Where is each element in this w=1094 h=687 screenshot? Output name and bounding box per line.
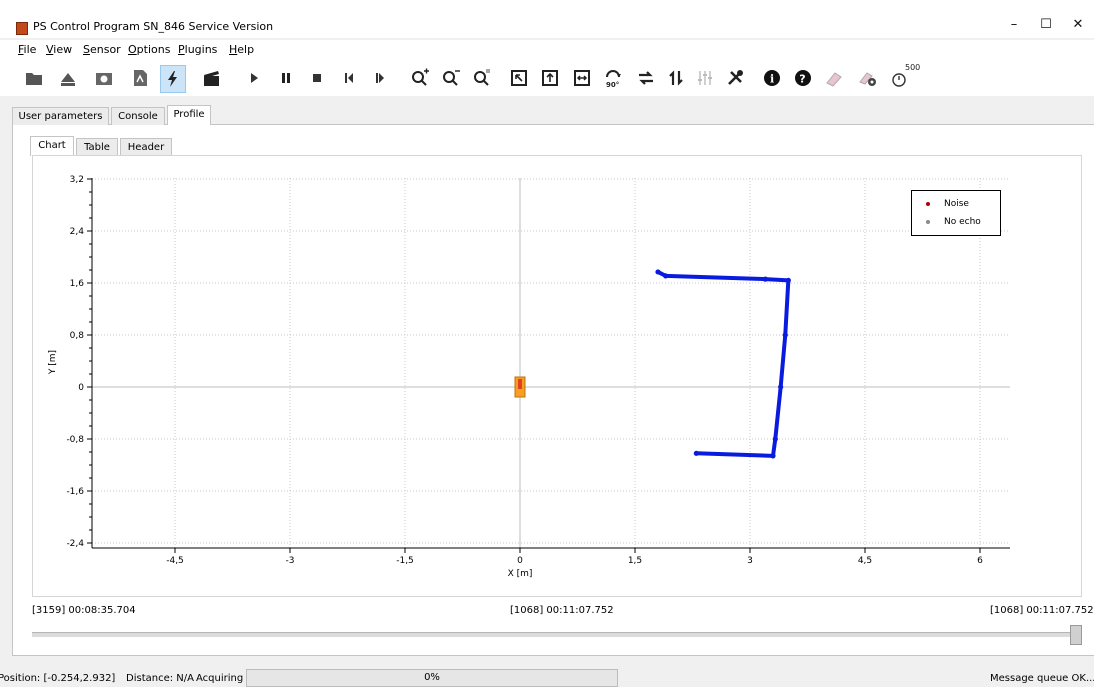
status-distance: Distance: N/A bbox=[126, 673, 194, 684]
fit-top-icon[interactable] bbox=[538, 66, 562, 90]
clapperboard-icon[interactable] bbox=[199, 66, 223, 90]
tab-profile[interactable]: Profile bbox=[167, 105, 211, 125]
timeline-slider[interactable] bbox=[32, 632, 1072, 637]
lightning-icon[interactable] bbox=[160, 65, 186, 93]
menu-file[interactable]: File bbox=[18, 43, 37, 56]
svg-text:i: i bbox=[770, 73, 774, 86]
app-icon bbox=[16, 22, 28, 35]
maximize-button[interactable]: ☐ bbox=[1040, 17, 1052, 32]
menu-bar: File View Sensor Options Plugins Help bbox=[0, 40, 1094, 58]
equalizer-icon[interactable] bbox=[693, 66, 717, 90]
no-echo-swatch bbox=[926, 220, 930, 224]
timer-label: 500 bbox=[905, 63, 921, 72]
zoom-out-icon[interactable] bbox=[439, 66, 463, 90]
swap-horizontal-icon[interactable] bbox=[634, 66, 658, 90]
fit-width-icon[interactable] bbox=[570, 66, 594, 90]
info-icon[interactable]: i bbox=[760, 66, 784, 90]
swap-vertical-icon[interactable] bbox=[664, 66, 688, 90]
noise-swatch bbox=[926, 202, 930, 206]
help-icon[interactable]: ? bbox=[791, 66, 815, 90]
svg-text:90°: 90° bbox=[606, 81, 619, 88]
timeline-end-label: [1068] 00:11:07.752 bbox=[990, 605, 1094, 616]
fit-corner-icon[interactable] bbox=[507, 66, 531, 90]
timeline-start-label: [3159] 00:08:35.704 bbox=[32, 605, 136, 616]
window-title: PS Control Program SN_846 Service Versio… bbox=[33, 20, 274, 33]
menu-sensor[interactable]: Sensor bbox=[83, 43, 121, 56]
eject-icon[interactable] bbox=[56, 66, 80, 90]
status-state: Acquiring bbox=[196, 673, 244, 684]
svg-text:?: ? bbox=[799, 73, 805, 86]
tab-table[interactable]: Table bbox=[76, 138, 118, 156]
minimize-button[interactable]: – bbox=[1010, 17, 1018, 32]
timeline-slider-handle[interactable] bbox=[1070, 625, 1082, 645]
progress-bar: 0% bbox=[246, 669, 618, 687]
status-position: Position: [-0.254,2.932] bbox=[0, 673, 116, 684]
legend-noise-label: Noise bbox=[944, 199, 969, 209]
menu-help[interactable]: Help bbox=[229, 43, 255, 56]
chart-area bbox=[32, 155, 1082, 597]
stop-icon[interactable] bbox=[305, 66, 329, 90]
pdf-icon[interactable] bbox=[128, 66, 152, 90]
legend-no-echo: No echo bbox=[926, 217, 981, 227]
menu-options[interactable]: Options bbox=[128, 43, 171, 56]
timeline-current-label: [1068] 00:11:07.752 bbox=[510, 605, 614, 616]
close-button[interactable]: ✕ bbox=[1072, 17, 1084, 32]
legend-no-echo-label: No echo bbox=[944, 217, 981, 227]
play-icon[interactable] bbox=[242, 66, 266, 90]
eraser-settings-icon[interactable] bbox=[856, 66, 880, 90]
menu-plugins[interactable]: Plugins bbox=[178, 43, 218, 56]
zoom-reset-icon[interactable] bbox=[470, 66, 494, 90]
rotate-90-icon[interactable]: 90° bbox=[601, 66, 625, 90]
pause-icon[interactable] bbox=[274, 66, 298, 90]
zoom-in-icon[interactable] bbox=[408, 66, 432, 90]
chart-legend: Noise No echo bbox=[911, 190, 1001, 236]
tab-user-parameters[interactable]: User parameters bbox=[12, 107, 109, 125]
tab-console[interactable]: Console bbox=[111, 107, 165, 125]
open-folder-icon[interactable] bbox=[22, 66, 46, 90]
timer-icon[interactable]: 500 bbox=[888, 63, 920, 90]
status-message: Message queue OK... bbox=[990, 673, 1094, 684]
step-back-icon[interactable] bbox=[337, 66, 361, 90]
tools-icon[interactable] bbox=[723, 66, 747, 90]
toolbar: 90° i ? 500 bbox=[0, 58, 1094, 96]
eraser-icon[interactable] bbox=[822, 66, 846, 90]
step-forward-icon[interactable] bbox=[368, 66, 392, 90]
camera-icon[interactable] bbox=[92, 66, 116, 90]
tab-chart[interactable]: Chart bbox=[30, 136, 74, 156]
progress-label: 0% bbox=[424, 672, 440, 683]
legend-noise: Noise bbox=[926, 199, 969, 209]
menu-view[interactable]: View bbox=[46, 43, 73, 56]
title-bar: PS Control Program SN_846 Service Versio… bbox=[0, 0, 1094, 38]
tab-header[interactable]: Header bbox=[120, 138, 172, 156]
